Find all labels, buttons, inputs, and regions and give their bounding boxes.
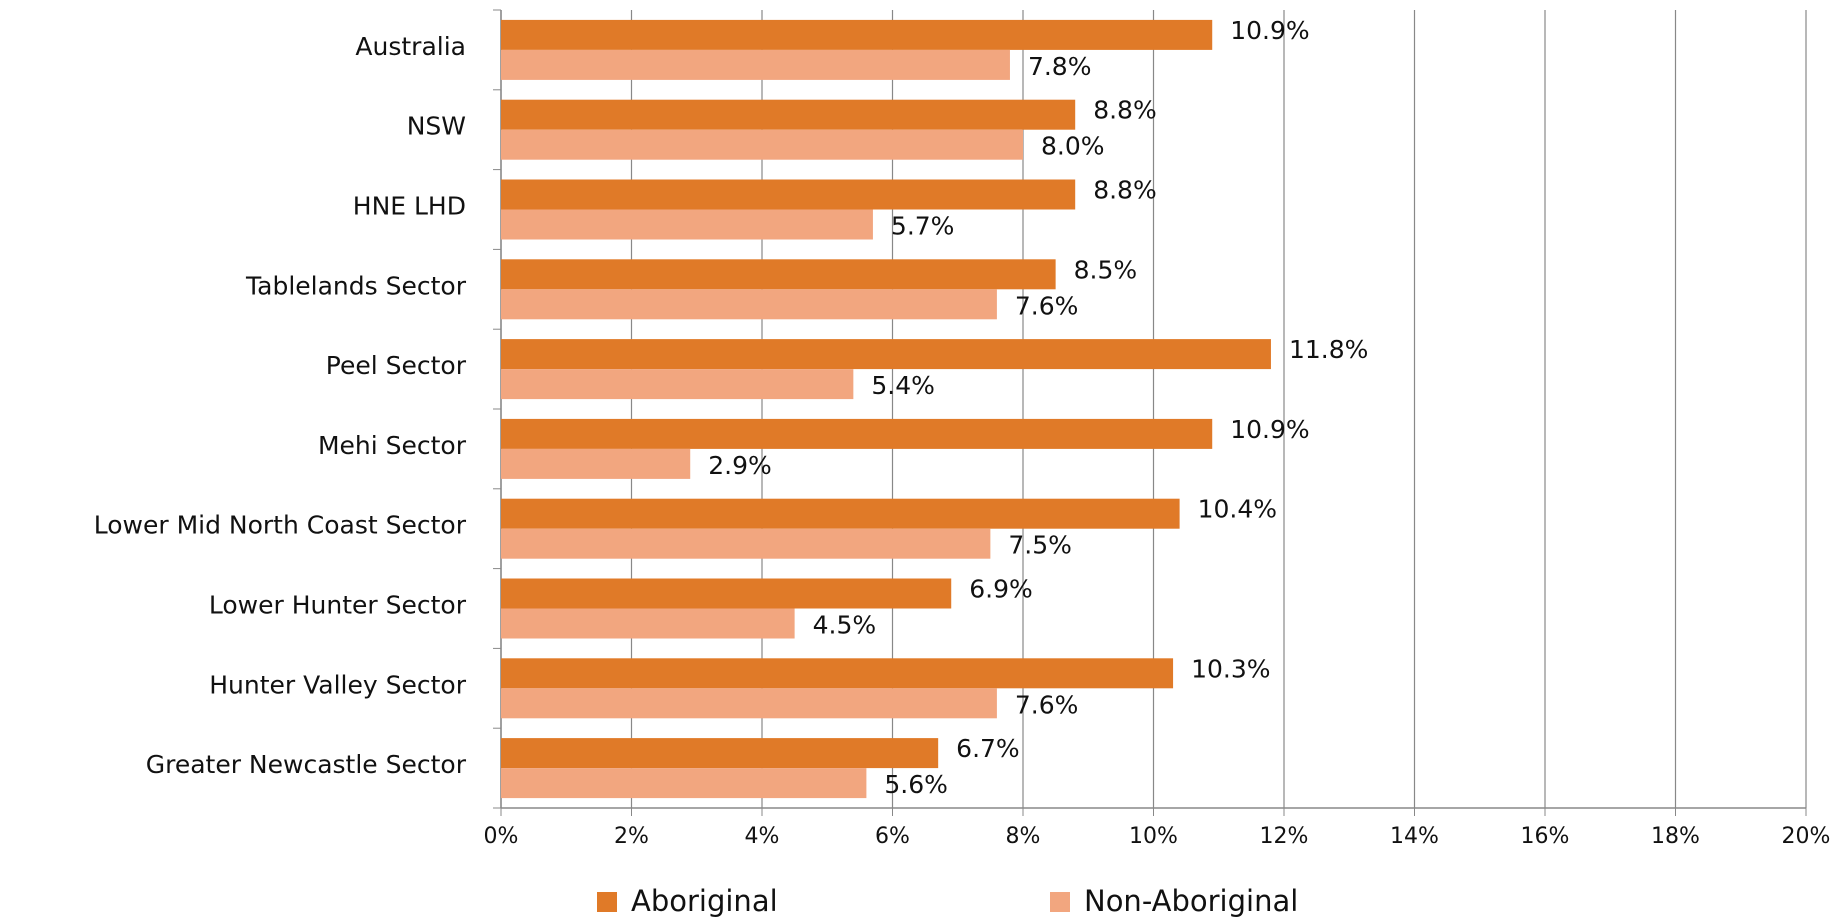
- value-label: 5.4%: [871, 371, 935, 400]
- bar: [501, 179, 1076, 210]
- x-tick-label: 14%: [1390, 824, 1439, 849]
- value-label: 6.7%: [956, 734, 1020, 763]
- bar: [501, 498, 1180, 529]
- x-tick-label: 10%: [1129, 824, 1178, 849]
- value-label: 2.9%: [708, 451, 772, 480]
- y-tick-label: Hunter Valley Sector: [209, 670, 466, 699]
- bar: [501, 578, 952, 609]
- value-label: 11.8%: [1289, 335, 1368, 364]
- x-tick-label: 2%: [614, 824, 649, 849]
- y-tick-label: Australia: [355, 32, 466, 61]
- bar: [501, 99, 1076, 130]
- value-label: 7.8%: [1028, 52, 1092, 81]
- value-label: 5.7%: [891, 212, 955, 241]
- x-tick-label: 4%: [745, 824, 780, 849]
- value-label: 7.5%: [1008, 531, 1072, 560]
- y-tick-label: HNE LHD: [353, 192, 466, 221]
- bar: [501, 608, 795, 639]
- bar: [501, 448, 691, 479]
- bar: [501, 418, 1213, 449]
- bar: [501, 339, 1271, 370]
- x-tick-label: 8%: [1006, 824, 1041, 849]
- y-tick-label: Mehi Sector: [318, 431, 467, 460]
- value-label: 8.8%: [1093, 176, 1157, 205]
- y-tick-label: NSW: [407, 112, 466, 141]
- x-tick-label: 0%: [484, 824, 519, 849]
- y-tick-label: Tablelands Sector: [245, 271, 467, 300]
- x-tick-label: 16%: [1521, 824, 1570, 849]
- bar: [501, 289, 997, 320]
- bar: [501, 688, 997, 719]
- value-label: 10.9%: [1230, 415, 1309, 444]
- bar: [501, 369, 854, 400]
- bar: [501, 768, 867, 799]
- x-tick-label: 20%: [1782, 824, 1831, 849]
- bar: [501, 19, 1213, 50]
- value-label: 10.3%: [1191, 654, 1270, 683]
- x-tick-label: 18%: [1651, 824, 1700, 849]
- bar: [501, 658, 1174, 689]
- bar: [501, 129, 1023, 160]
- value-label: 10.9%: [1230, 16, 1309, 45]
- value-label: 7.6%: [1015, 291, 1079, 320]
- bar: [501, 49, 1010, 80]
- value-label: 8.8%: [1093, 96, 1157, 125]
- bar: [501, 738, 939, 769]
- y-tick-label: Lower Mid North Coast Sector: [94, 511, 467, 540]
- y-tick-label: Lower Hunter Sector: [209, 591, 467, 620]
- value-label: 10.4%: [1198, 495, 1277, 524]
- bar: [501, 259, 1056, 290]
- legend-label: Non-Aboriginal: [1084, 884, 1298, 918]
- legend-swatch: [597, 892, 617, 912]
- y-tick-label: Peel Sector: [326, 351, 467, 380]
- value-label: 8.0%: [1041, 132, 1105, 161]
- x-tick-label: 6%: [875, 824, 910, 849]
- value-label: 6.9%: [969, 575, 1033, 604]
- y-tick-label: Greater Newcastle Sector: [146, 750, 467, 779]
- value-label: 8.5%: [1074, 255, 1138, 284]
- bar: [501, 209, 873, 240]
- value-label: 7.6%: [1015, 690, 1079, 719]
- value-label: 5.6%: [884, 770, 948, 799]
- x-tick-label: 12%: [1260, 824, 1309, 849]
- legend-swatch: [1050, 892, 1070, 912]
- legend-label: Aboriginal: [631, 884, 778, 918]
- value-label: 4.5%: [813, 611, 877, 640]
- bar: [501, 528, 991, 559]
